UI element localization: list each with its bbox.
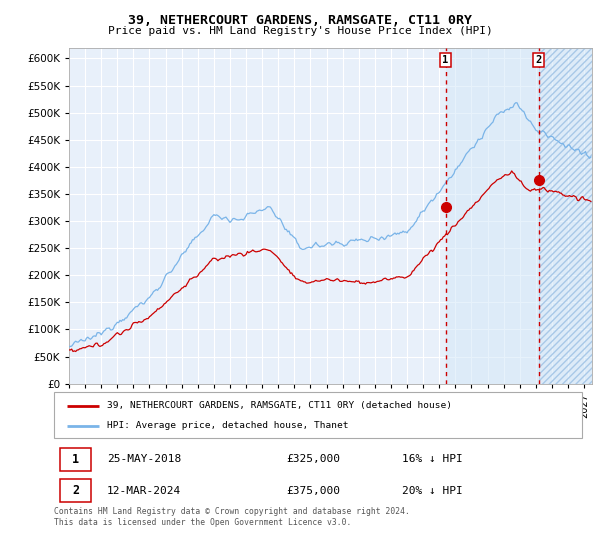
Text: HPI: Average price, detached house, Thanet: HPI: Average price, detached house, Than… (107, 422, 348, 431)
Text: Contains HM Land Registry data © Crown copyright and database right 2024.
This d: Contains HM Land Registry data © Crown c… (54, 507, 410, 527)
Text: £325,000: £325,000 (286, 454, 340, 464)
Text: 1: 1 (442, 55, 449, 65)
Text: 25-MAY-2018: 25-MAY-2018 (107, 454, 181, 464)
Bar (61, 479, 91, 502)
Bar (61, 448, 91, 471)
Bar (539, 48, 592, 384)
Text: 12-MAR-2024: 12-MAR-2024 (107, 486, 181, 496)
Text: Price paid vs. HM Land Registry's House Price Index (HPI): Price paid vs. HM Land Registry's House … (107, 26, 493, 36)
Text: 2: 2 (72, 484, 79, 497)
Bar (539, 48, 592, 384)
Bar (446, 48, 539, 384)
Text: 20% ↓ HPI: 20% ↓ HPI (403, 486, 463, 496)
Text: 1: 1 (72, 452, 79, 466)
Text: 39, NETHERCOURT GARDENS, RAMSGATE, CT11 0RY: 39, NETHERCOURT GARDENS, RAMSGATE, CT11 … (128, 14, 472, 27)
Text: 16% ↓ HPI: 16% ↓ HPI (403, 454, 463, 464)
Text: 2: 2 (536, 55, 542, 65)
Text: 39, NETHERCOURT GARDENS, RAMSGATE, CT11 0RY (detached house): 39, NETHERCOURT GARDENS, RAMSGATE, CT11 … (107, 402, 452, 410)
Text: £375,000: £375,000 (286, 486, 340, 496)
